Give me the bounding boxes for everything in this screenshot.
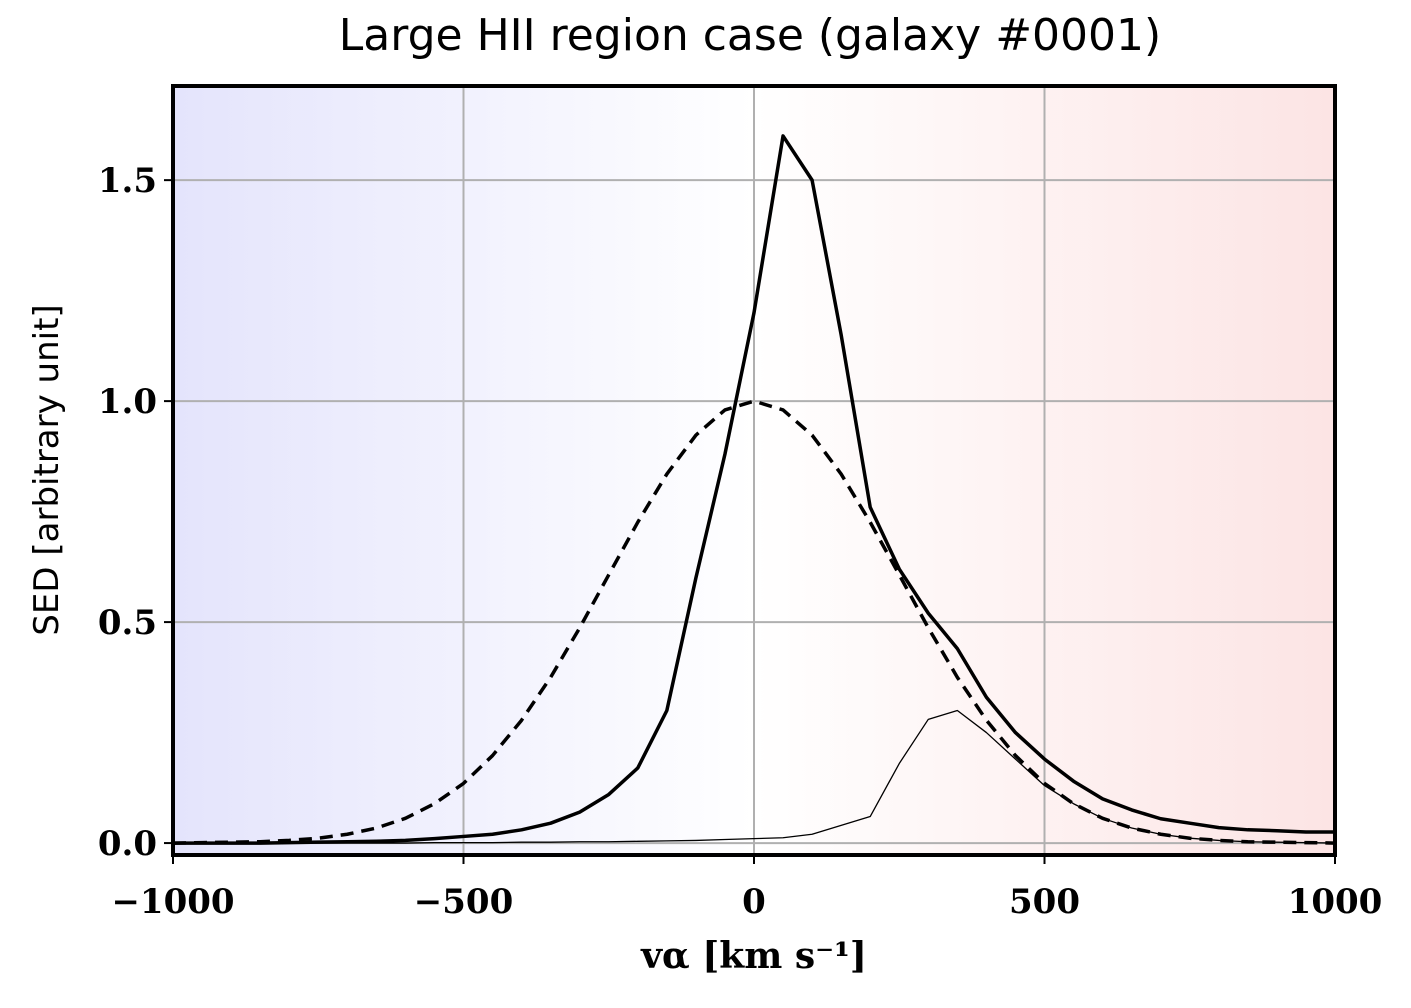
y-tick-label: 0.0 xyxy=(98,824,157,864)
x-tick-label: −1000 xyxy=(111,882,234,922)
chart-title: Large HII region case (galaxy #0001) xyxy=(339,10,1161,61)
x-axis-label: vα [km s⁻¹] xyxy=(640,935,867,977)
x-tick-label: 1000 xyxy=(1288,882,1383,922)
data-line xyxy=(173,134,1335,845)
y-tick-label: 1.0 xyxy=(98,382,157,422)
y-axis-label: SED [arbitrary unit] xyxy=(27,304,67,635)
x-tick-label: 500 xyxy=(1009,882,1080,922)
y-tick-label: 0.5 xyxy=(98,603,157,643)
y-tick-label: 1.5 xyxy=(98,161,157,201)
x-tick-label: −500 xyxy=(414,882,513,922)
x-tick-label: 0 xyxy=(742,882,766,922)
data-line xyxy=(173,709,1336,844)
